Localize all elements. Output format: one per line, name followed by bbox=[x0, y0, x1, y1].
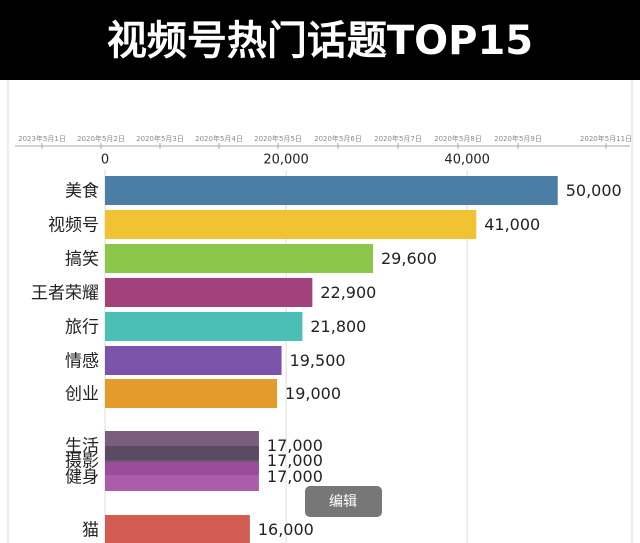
bar bbox=[105, 515, 250, 543]
category-label: 美食 bbox=[65, 182, 99, 202]
value-label: 17,000 bbox=[267, 436, 323, 455]
edit-button[interactable] bbox=[305, 486, 382, 517]
title-band bbox=[0, 0, 640, 80]
timeline-label: 2020年5月6日 bbox=[314, 134, 362, 143]
timeline-label: 2023年5月1日 bbox=[18, 134, 66, 143]
bar bbox=[105, 176, 558, 205]
category-label: 创业 bbox=[65, 385, 99, 405]
timeline-label: 2020年5月8日 bbox=[434, 134, 482, 143]
value-label: 50,000 bbox=[566, 181, 622, 200]
timeline-label: 2020年5月7日 bbox=[374, 134, 422, 143]
category-label: 视频号 bbox=[48, 216, 99, 236]
value-label: 29,600 bbox=[381, 249, 437, 268]
category-label: 情感 bbox=[65, 352, 99, 372]
bar bbox=[105, 244, 374, 273]
bar bbox=[105, 462, 259, 491]
bar bbox=[105, 346, 282, 375]
x-tick-label: 0 bbox=[101, 153, 109, 168]
timeline-label: 2020年5月11日 bbox=[580, 134, 632, 143]
category-label: 王者荣耀 bbox=[31, 284, 99, 304]
x-tick-label: 40,000 bbox=[444, 153, 490, 168]
bar bbox=[105, 379, 278, 408]
value-label: 16,000 bbox=[258, 520, 314, 539]
bar bbox=[105, 210, 477, 239]
value-label: 21,800 bbox=[310, 317, 366, 336]
value-label: 19,000 bbox=[285, 384, 341, 403]
category-label: 生活 bbox=[65, 437, 99, 457]
timeline-label: 2020年5月5日 bbox=[254, 134, 302, 143]
value-label: 17,000 bbox=[267, 467, 323, 486]
value-label: 22,900 bbox=[320, 283, 376, 302]
category-label: 摄影 bbox=[65, 452, 99, 472]
category-label: 猫 bbox=[82, 521, 99, 541]
timeline-label: 2020年5月4日 bbox=[195, 134, 243, 143]
category-label: 搞笑 bbox=[65, 250, 99, 270]
edit-button-label[interactable]: 编辑 bbox=[329, 494, 357, 510]
timeline-label: 2020年5月2日 bbox=[77, 134, 125, 143]
value-label: 19,500 bbox=[290, 351, 346, 370]
x-tick-label: 20,000 bbox=[263, 153, 309, 168]
bar bbox=[105, 312, 303, 341]
category-label: 健身 bbox=[65, 468, 99, 488]
value-label: 41,000 bbox=[484, 215, 540, 234]
category-label: 旅行 bbox=[65, 318, 99, 338]
bar bbox=[105, 278, 313, 307]
chart-title: 视频号热门话题TOP15 bbox=[107, 18, 533, 64]
value-label: 17,000 bbox=[267, 451, 323, 470]
timeline-label: 2020年5月9日 bbox=[494, 134, 542, 143]
timeline-label: 2020年5月3日 bbox=[136, 134, 184, 143]
